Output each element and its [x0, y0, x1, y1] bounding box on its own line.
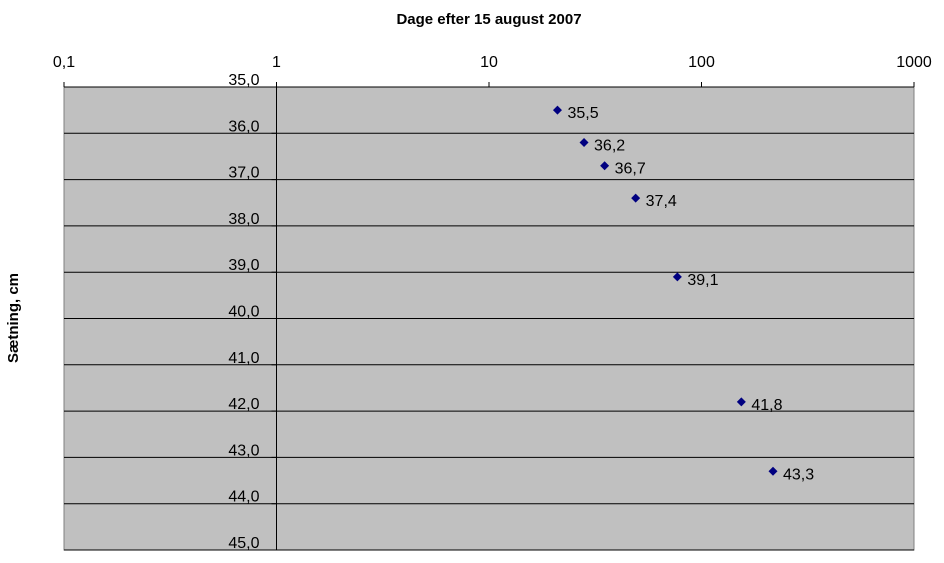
- data-point: [736, 397, 746, 407]
- data-point: [768, 466, 778, 476]
- x-axis-title: Dage efter 15 august 2007: [396, 11, 581, 28]
- y-tick-label: 42,0: [228, 396, 259, 413]
- y-tick-label: 43,0: [228, 442, 259, 459]
- data-point: [672, 272, 682, 282]
- y-tick-label: 38,0: [228, 211, 259, 228]
- tick-labels: 0,1 1 10 100 1000 35,0 36,0 37,0 38,0 39,0 40,0 41,…: [53, 54, 932, 552]
- x-tick-label: 0,1: [53, 54, 75, 71]
- y-tick-label: 39,0: [228, 257, 259, 274]
- y-tick-label: 44,0: [228, 489, 259, 506]
- x-tick-label: 10: [480, 54, 498, 71]
- x-tick-label: 100: [688, 54, 715, 71]
- x-tick-label: 1: [272, 54, 281, 71]
- y-tick-label: 36,0: [228, 118, 259, 135]
- data-label: 39,1: [687, 272, 718, 289]
- y-tick-label: 35,0: [228, 72, 259, 89]
- data-points: [552, 105, 778, 476]
- data-point: [600, 161, 610, 171]
- data-label: 36,2: [594, 138, 625, 155]
- y-axis-title: Sætning, cm: [5, 273, 22, 363]
- data-label: 35,5: [567, 105, 598, 122]
- y-tick-label: 41,0: [228, 350, 259, 367]
- y-tick-label: 37,0: [228, 165, 259, 182]
- x-tick-label: 1000: [896, 54, 932, 71]
- data-labels: 35,5 36,2 36,737,4 39,1 41,8 43,3: [567, 105, 814, 483]
- data-label: 43,3: [783, 466, 814, 483]
- axes: [63, 82, 915, 551]
- data-point: [579, 138, 589, 148]
- data-point: [552, 105, 562, 115]
- data-label: 37,4: [646, 193, 677, 210]
- data-label: 41,8: [751, 397, 782, 414]
- y-tick-label: 45,0: [228, 535, 259, 552]
- data-point: [631, 193, 641, 203]
- y-tick-label: 40,0: [228, 304, 259, 321]
- data-label: 36,7: [615, 161, 646, 178]
